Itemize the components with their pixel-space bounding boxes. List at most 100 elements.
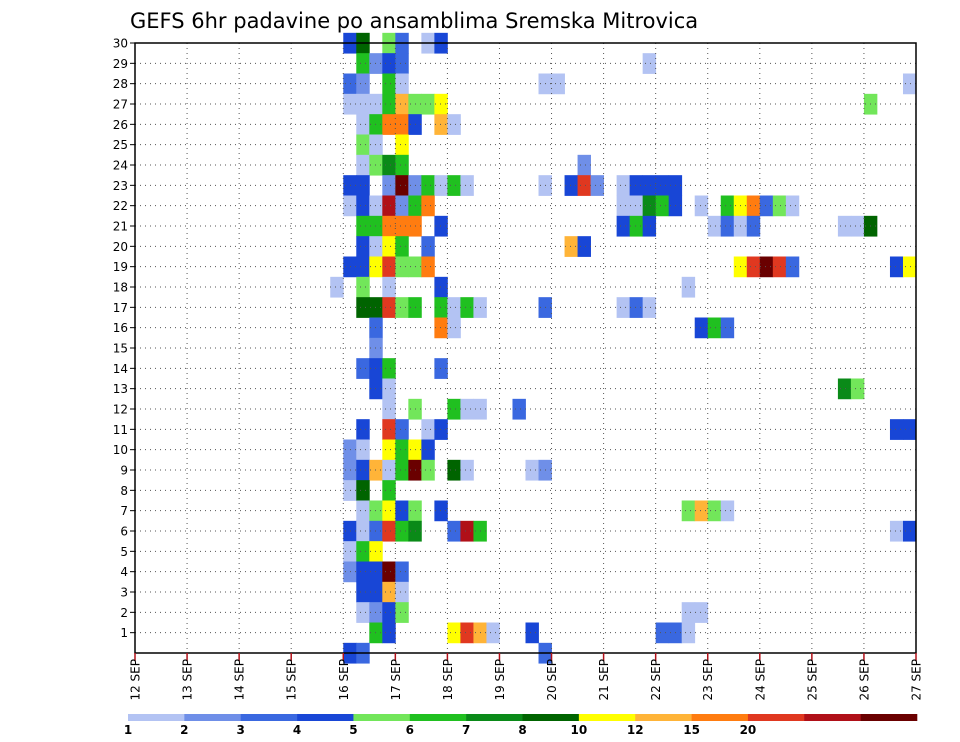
heatmap-cell [356, 581, 370, 603]
y-tick-label: 13 [113, 382, 128, 396]
heatmap-cell [382, 622, 396, 644]
heatmap-cell [356, 439, 370, 461]
heatmap-cell [369, 459, 383, 481]
heatmap-cell [629, 297, 644, 318]
heatmap-cell [434, 175, 448, 196]
heatmap-cell [434, 317, 448, 339]
heatmap-cell [577, 236, 591, 257]
heatmap-cell [655, 195, 670, 217]
x-tick-label: 27 SEP [910, 659, 924, 701]
cells-layer [330, 32, 917, 664]
colorbar-label: 1 [124, 723, 132, 737]
y-tick-label: 6 [120, 525, 128, 539]
heatmap-cell [902, 73, 917, 95]
heatmap-cell [369, 378, 383, 400]
y-tick-label: 11 [113, 423, 128, 437]
heatmap-cell [642, 195, 657, 217]
y-tick-label: 8 [120, 484, 128, 498]
heatmap-cell [343, 480, 357, 501]
heatmap-cell [395, 459, 409, 481]
heatmap-cell [460, 297, 474, 318]
heatmap-cell [421, 175, 435, 196]
x-tick-label: 15 SEP [285, 659, 299, 701]
x-tick-label: 19 SEP [493, 659, 507, 701]
heatmap-cell [369, 195, 383, 217]
heatmap-cell [343, 561, 357, 583]
heatmap-cell [707, 317, 722, 339]
heatmap-cell [382, 215, 396, 237]
heatmap-cell [356, 236, 370, 257]
colorbar-segment [240, 714, 298, 721]
colorbar-label: 8 [518, 723, 526, 737]
y-tick-label: 29 [113, 57, 128, 71]
heatmap-cell [382, 602, 396, 623]
heatmap-cell [525, 622, 539, 644]
heatmap-cell [616, 195, 631, 217]
heatmap-cell [902, 520, 917, 542]
heatmap-cell [525, 459, 539, 481]
colorbar-segment [691, 714, 749, 721]
y-tick-label: 1 [120, 626, 128, 640]
y-tick-label: 23 [113, 179, 128, 193]
heatmap-cell [343, 541, 357, 562]
heatmap-cell [434, 419, 448, 440]
x-tick-label: 18 SEP [441, 659, 455, 701]
heatmap-cell [382, 53, 396, 74]
heatmap-cell [369, 134, 383, 156]
y-tick-label: 16 [113, 321, 128, 335]
y-tick-label: 15 [113, 342, 128, 356]
y-tick-label: 2 [120, 606, 128, 620]
colorbar: 1 2 3 4 5 6 7 8 10 12 15 20 [124, 714, 918, 737]
y-tick-label: 5 [120, 545, 128, 559]
heatmap-cell [447, 175, 461, 196]
heatmap-cell [486, 622, 500, 644]
heatmap-cell [369, 215, 383, 237]
heatmap-cell [395, 195, 409, 217]
heatmap-cell [850, 378, 865, 400]
heatmap-cell [772, 256, 787, 278]
y-tick-label: 12 [113, 403, 128, 417]
heatmap-cell [382, 581, 396, 603]
heatmap-cell [447, 114, 461, 135]
heatmap-cell [720, 317, 735, 339]
heatmap-cell [447, 297, 461, 318]
x-tick-label: 17 SEP [389, 659, 403, 701]
heatmap-cell [681, 622, 696, 644]
heatmap-cell [395, 236, 409, 257]
heatmap-cell [395, 439, 409, 461]
colorbar-segment [578, 714, 636, 721]
colorbar-label: 5 [349, 723, 357, 737]
heatmap-cell [343, 175, 357, 196]
heatmap-cell [655, 622, 670, 644]
heatmap-cell [356, 276, 370, 298]
heatmap-cell [369, 581, 383, 603]
heatmap-cell [382, 378, 396, 400]
y-tick-label: 18 [113, 281, 128, 295]
heatmap-cell [356, 500, 370, 522]
x-tick-label: 24 SEP [753, 659, 767, 701]
grid-layer [135, 43, 916, 653]
y-tick-label: 28 [113, 77, 128, 91]
colorbar-label: 15 [683, 723, 700, 737]
heatmap-cell [564, 175, 578, 196]
heatmap-cell [356, 93, 370, 115]
heatmap-cell [369, 622, 383, 644]
heatmap-cell [356, 154, 370, 176]
heatmap-cell [382, 256, 396, 278]
heatmap-cell [785, 195, 800, 217]
heatmap-cell [421, 419, 435, 440]
x-tick-label: 23 SEP [701, 659, 715, 701]
heatmap-cell [642, 215, 657, 237]
colorbar-segment [747, 714, 805, 721]
heatmap-cell [356, 297, 370, 318]
heatmap-cell [720, 195, 735, 217]
heatmap-cell [395, 154, 409, 176]
heatmap-cell [356, 256, 370, 278]
heatmap-cell [395, 581, 409, 603]
y-tick-label: 30 [113, 37, 128, 51]
heatmap-cell [369, 256, 383, 278]
heatmap-cell [356, 114, 370, 135]
x-tick-label: 14 SEP [233, 659, 247, 701]
y-tick-label: 20 [113, 240, 128, 254]
